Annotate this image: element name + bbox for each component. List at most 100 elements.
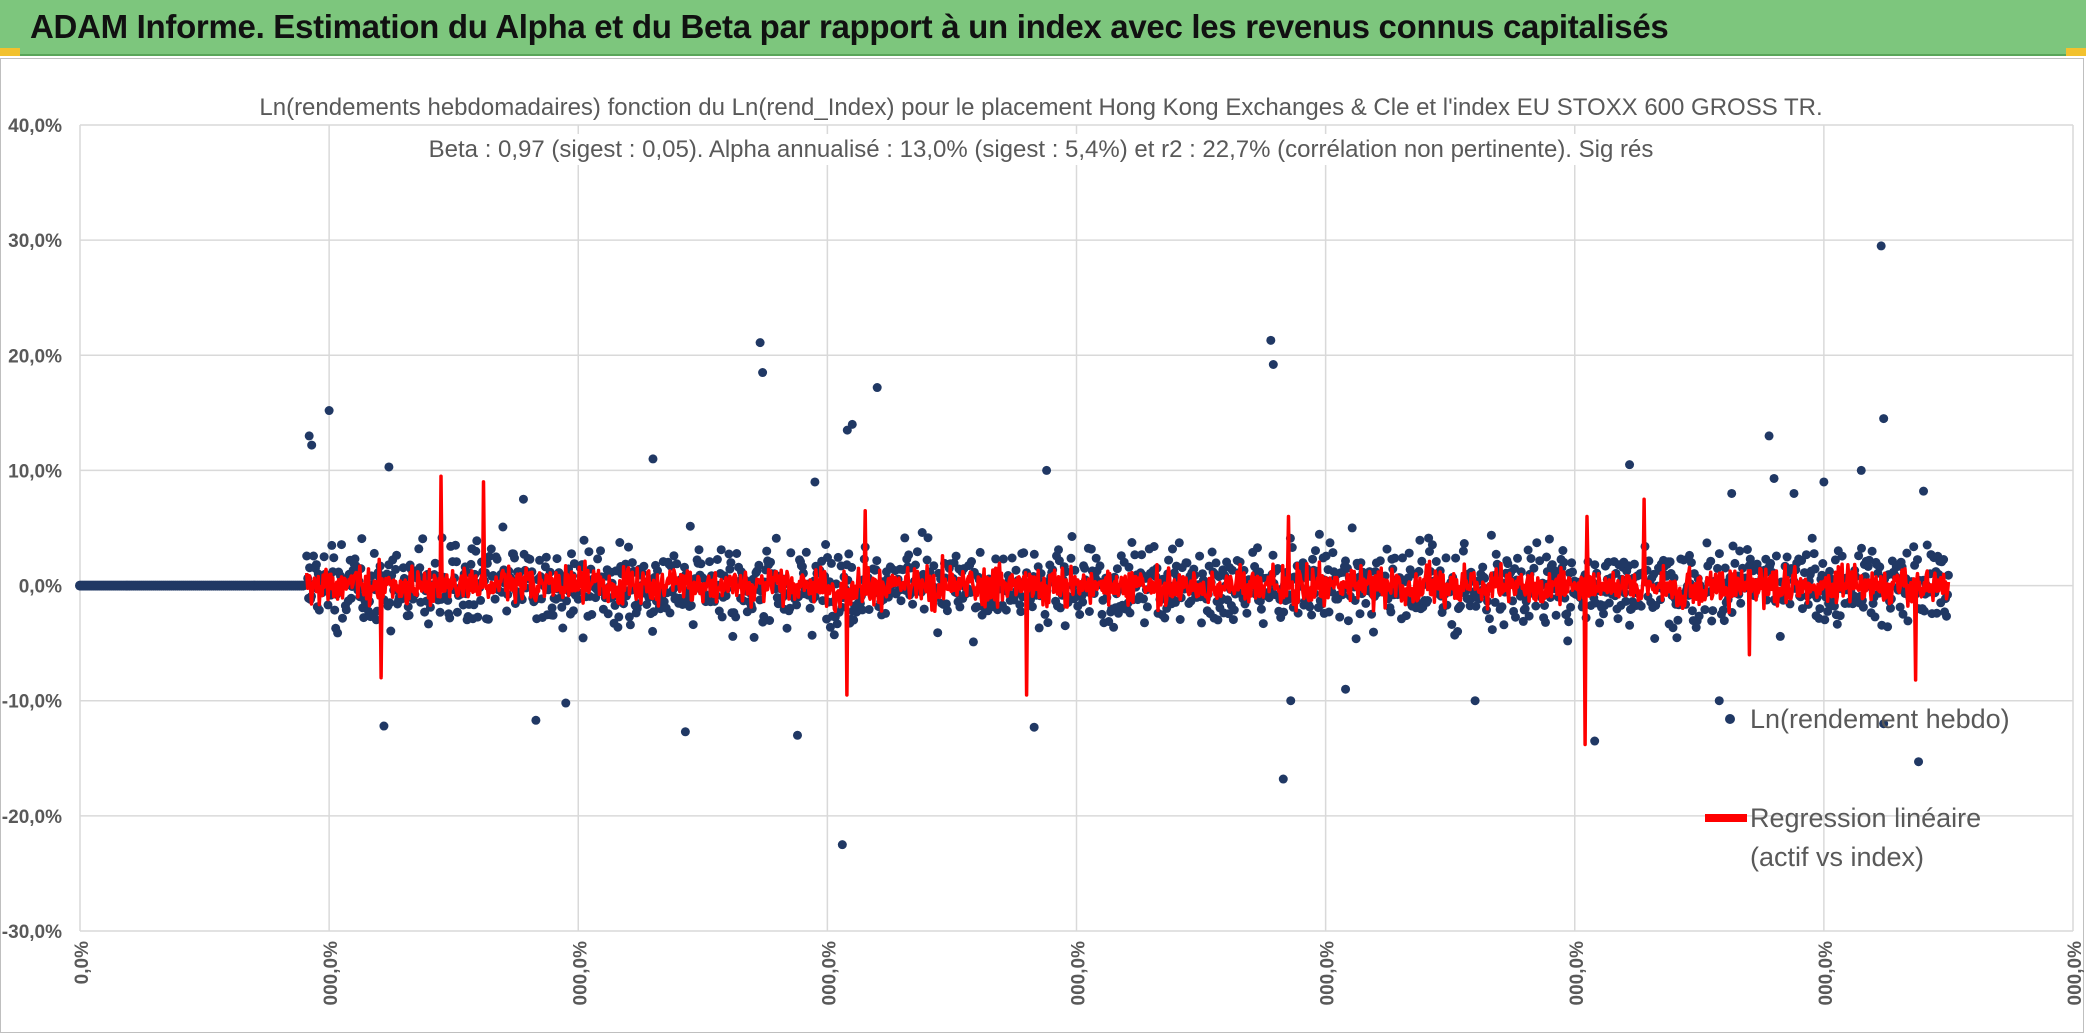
data-point: [1015, 600, 1025, 610]
data-point: [547, 603, 557, 613]
data-point: [754, 560, 764, 570]
scatter-chart: 40,0% 30,0% 20,0% 10,0% 0,0% -10,0% -20,0% -30,…: [2, 92, 2085, 1006]
data-point: [319, 552, 329, 562]
data-point: [1478, 562, 1488, 572]
outlier-point: [1914, 757, 1924, 767]
y-tick-label: -10,0%: [2, 692, 62, 713]
data-point: [1562, 609, 1572, 619]
data-point: [1854, 551, 1864, 561]
data-point: [1864, 555, 1874, 565]
data-point: [1084, 607, 1094, 616]
data-point: [1235, 557, 1245, 567]
data-point: [1775, 631, 1785, 641]
data-point: [665, 608, 675, 618]
data-point: [452, 607, 462, 617]
data-point: [557, 602, 567, 612]
data-point: [833, 552, 843, 562]
data-point: [731, 612, 741, 622]
data-point: [782, 623, 792, 633]
data-point: [1903, 616, 1913, 626]
left-corner-marker: [0, 48, 20, 56]
data-point: [1268, 550, 1278, 560]
data-point: [1174, 538, 1184, 548]
data-point: [624, 542, 633, 552]
data-point: [1518, 616, 1528, 626]
data-point: [1431, 557, 1441, 566]
data-point: [1343, 616, 1353, 626]
outlier-point: [837, 840, 847, 850]
x-tick-label: 000,0%: [1816, 941, 1837, 1006]
data-point: [1531, 601, 1541, 611]
outlier-point: [379, 721, 389, 731]
data-point: [864, 605, 874, 614]
data-point: [466, 559, 476, 569]
data-point: [1398, 553, 1407, 563]
data-point: [414, 544, 424, 554]
data-point: [1423, 596, 1433, 605]
y-tick-label: 30,0%: [8, 231, 62, 252]
data-point: [998, 554, 1008, 564]
data-point: [1718, 605, 1728, 615]
data-point: [430, 558, 440, 568]
data-point: [1719, 616, 1729, 626]
data-point: [1535, 556, 1545, 566]
outlier-point: [307, 440, 317, 450]
data-point: [1175, 615, 1185, 624]
data-point: [951, 551, 961, 561]
data-point: [578, 633, 588, 643]
y-tick-label: -30,0%: [2, 922, 62, 943]
data-point: [1636, 601, 1646, 611]
data-point: [584, 547, 594, 557]
data-point: [785, 603, 795, 613]
data-point: [369, 548, 379, 558]
data-point: [1685, 550, 1694, 560]
data-point: [1453, 627, 1463, 636]
data-point: [1451, 553, 1461, 563]
data-point: [1835, 611, 1845, 621]
data-point: [1604, 598, 1614, 608]
x-tick-label: 000,0%: [1069, 941, 1090, 1006]
report-banner: ADAM Informe. Estimation du Alpha et du …: [0, 0, 2086, 56]
data-point: [613, 622, 623, 632]
data-point: [1139, 594, 1148, 604]
data-point: [510, 553, 519, 563]
chart-area: 40,0% 30,0% 20,0% 10,0% 0,0% -10,0% -20,0% -30,…: [0, 58, 2085, 1033]
data-point: [1943, 570, 1953, 580]
data-point: [398, 563, 408, 573]
outlier-point: [1341, 684, 1351, 694]
data-point: [1939, 555, 1949, 564]
chart-title-background: [251, 92, 1831, 123]
data-point: [922, 555, 932, 565]
data-point: [1809, 549, 1819, 559]
data-point: [1401, 611, 1411, 621]
data-point: [773, 599, 783, 609]
data-point: [1027, 602, 1037, 612]
data-point: [1526, 554, 1536, 563]
outlier-point: [758, 368, 768, 378]
data-point: [472, 536, 482, 546]
data-point: [1361, 598, 1371, 608]
data-point: [1258, 619, 1268, 629]
outlier-point: [1268, 359, 1278, 369]
outlier-point: [1919, 486, 1929, 496]
data-point: [1558, 546, 1568, 555]
data-point: [1818, 559, 1828, 568]
data-point: [1040, 609, 1050, 619]
data-point: [1870, 612, 1880, 622]
outlier-point: [1769, 473, 1779, 483]
data-point: [1694, 611, 1704, 621]
data-point: [716, 545, 726, 555]
data-point: [1369, 627, 1378, 637]
data-point: [1197, 618, 1206, 628]
data-point: [1060, 621, 1070, 631]
data-point: [424, 619, 433, 629]
data-point: [1160, 613, 1170, 623]
data-point: [1109, 622, 1119, 632]
data-point: [473, 612, 483, 622]
data-point: [392, 550, 402, 560]
data-point: [1702, 538, 1712, 548]
x-axis-ticks: 0,0% 000,0% 000,0% 000,0% 000,0% 000,0% 000,0%…: [72, 941, 2085, 1006]
data-point: [642, 600, 652, 609]
data-point: [1456, 601, 1465, 611]
data-point: [337, 540, 346, 550]
